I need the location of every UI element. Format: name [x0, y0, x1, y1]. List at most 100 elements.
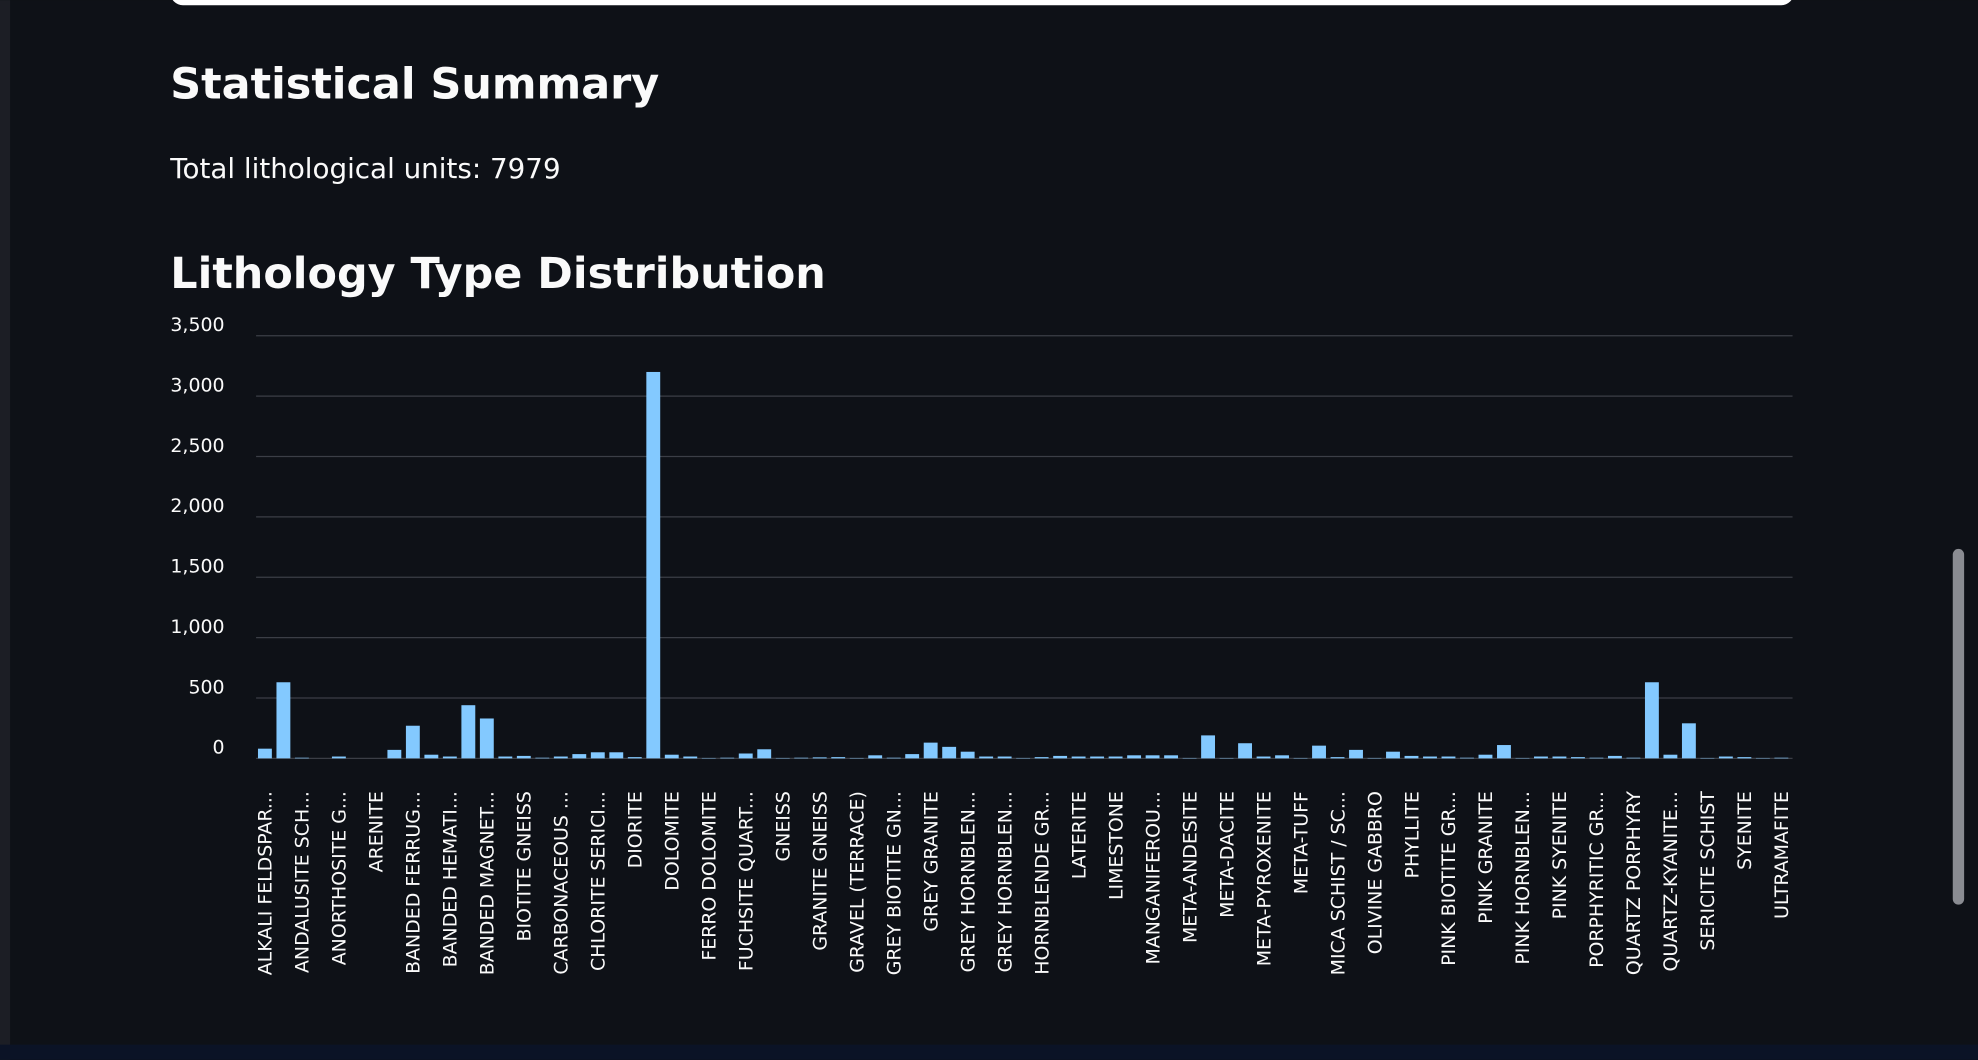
x-tick-label: GRANITE GNEISS — [809, 791, 831, 951]
bar — [1330, 757, 1345, 759]
x-tick-label: LATERITE — [1068, 791, 1090, 879]
x-tick-label: OLIVINE GABBRO — [1364, 791, 1386, 954]
bar — [424, 754, 439, 759]
bar — [1570, 757, 1585, 759]
x-tick-label: PINK SYENITE — [1549, 791, 1571, 919]
bar — [1589, 757, 1604, 759]
bar — [1663, 754, 1678, 759]
x-tick-label: PORPHYRITIC GR... — [1586, 791, 1608, 968]
bar — [276, 682, 291, 759]
bar — [498, 756, 513, 759]
x-tick-label: GNEISS — [772, 791, 794, 861]
x-tick-label: ULTRAMAFITE — [1771, 791, 1793, 919]
y-tick-label: 1,000 — [170, 616, 224, 638]
y-tick-label: 3,000 — [170, 375, 224, 397]
x-tick-label: MANGANIFEROU... — [1142, 791, 1164, 964]
bar — [1441, 756, 1456, 759]
bar — [1034, 757, 1049, 759]
bar — [979, 756, 994, 759]
x-tick-label: CARBONACEOUS ... — [551, 791, 573, 974]
bar — [997, 756, 1012, 759]
bar — [1275, 755, 1289, 759]
y-tick-label: 2,000 — [170, 495, 224, 517]
bar — [1145, 755, 1160, 759]
x-tick-label: CHLORITE SERICI... — [588, 791, 610, 971]
bar — [1534, 756, 1548, 759]
bar — [516, 755, 531, 759]
input-box[interactable] — [170, 0, 1794, 6]
bar — [664, 754, 679, 759]
y-tick-label: 1,500 — [170, 556, 224, 578]
x-tick-label: ALKALI FELDSPAR... — [255, 791, 277, 975]
scrollbar[interactable] — [1952, 548, 1965, 905]
x-tick-label: META-ANDESITE — [1179, 791, 1201, 943]
summary-heading: Statistical Summary — [170, 60, 659, 110]
bar — [923, 742, 938, 759]
x-tick-label: GRAVEL (TERRACE) — [846, 791, 868, 973]
bar — [646, 371, 661, 759]
bar — [1256, 756, 1271, 759]
bar — [1238, 743, 1252, 759]
x-tick-label: LIMESTONE — [1105, 791, 1127, 900]
bar — [405, 725, 420, 759]
bar — [294, 757, 309, 759]
bar — [1108, 756, 1123, 759]
x-tick-label: QUARTZ PORPHYRY — [1623, 791, 1645, 975]
y-tick-label: 3,500 — [170, 314, 224, 336]
bar — [1090, 756, 1105, 759]
x-tick-label: SYENITE — [1734, 791, 1756, 870]
bar — [1053, 755, 1068, 759]
bar — [442, 756, 457, 759]
x-tick-label: BANDED FERRUG... — [403, 791, 425, 974]
bar — [257, 748, 272, 759]
x-tick-label: DIORITE — [625, 791, 647, 868]
bar — [627, 757, 642, 759]
x-tick-label: BANDED HEMATI... — [440, 791, 462, 967]
summary-text: Total lithological units: 7979 — [169, 152, 560, 185]
chart-heading: Lithology Type Distribution — [170, 249, 826, 299]
x-tick-label: META-TUFF — [1290, 791, 1312, 894]
bar — [1404, 755, 1419, 759]
bar — [1552, 756, 1567, 759]
bar — [1737, 757, 1752, 759]
x-tick-label: ANDALUSITE SCH... — [292, 791, 314, 973]
bar — [794, 757, 809, 759]
y-tick-label: 0 — [213, 737, 225, 759]
bar — [553, 756, 568, 759]
x-tick-label: GREY HORNBLEN... — [994, 791, 1016, 972]
x-tick-label: META-PYROXENITE — [1253, 791, 1275, 966]
x-tick-label: PINK BIOTITE GR... — [1438, 791, 1460, 966]
bar — [720, 757, 735, 759]
x-tick-label: BIOTITE GNEISS — [514, 791, 536, 941]
x-tick-label: HORNBLENDE GR... — [1031, 791, 1053, 975]
bar — [1607, 755, 1622, 759]
x-tick-label: SERICITE SCHIST — [1697, 791, 1719, 951]
x-tick-label: GREY GRANITE — [920, 791, 942, 931]
bar — [812, 757, 827, 759]
bar — [1164, 755, 1179, 759]
bar — [1644, 682, 1659, 759]
x-tick-label: ARENITE — [366, 791, 388, 872]
x-tick-label: FUCHSITE QUART... — [735, 791, 757, 971]
bar — [590, 752, 605, 759]
bar — [960, 751, 975, 759]
bar — [1127, 755, 1142, 759]
x-tick-label: MICA SCHIST / SC... — [1327, 791, 1349, 975]
chart: 0 500 1,000 1,500 2,000 2,500 3,000 3,500 ALKALI… — [170, 314, 1793, 975]
bar — [1774, 757, 1789, 759]
x-tick-label: GREY HORNBLEN... — [957, 791, 979, 972]
x-tick-label: FERRO DOLOMITE — [699, 791, 721, 961]
x-tick-label: ANORTHOSITE G... — [329, 791, 351, 965]
x-tick-label: QUARTZ-KYANITE... — [1660, 791, 1682, 971]
bar — [886, 757, 901, 759]
bar — [609, 752, 624, 759]
bar — [942, 746, 957, 759]
bar — [1349, 749, 1363, 759]
bar — [461, 705, 476, 759]
bar — [1626, 757, 1641, 759]
bar — [757, 749, 772, 759]
bar — [1681, 723, 1696, 759]
bar — [831, 757, 846, 759]
y-tick-label: 2,500 — [170, 435, 224, 457]
